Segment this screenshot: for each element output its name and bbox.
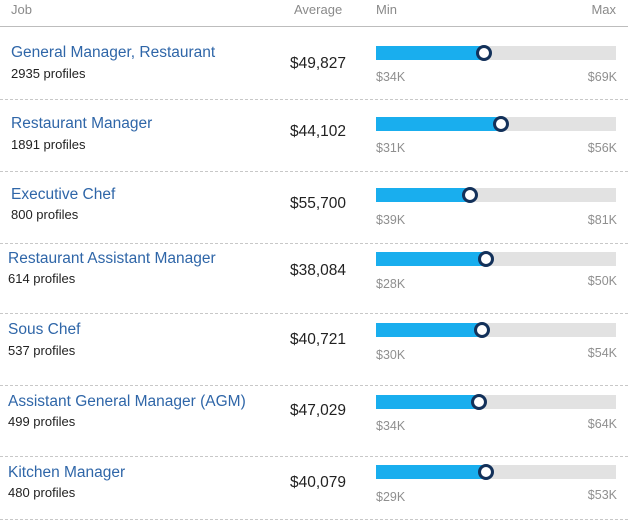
salary-range-bar [376, 45, 616, 61]
salary-range-bar [376, 116, 616, 132]
profile-count: 800 profiles [11, 207, 79, 222]
salary-range-fill [376, 188, 470, 202]
job-row: Sous Chef 537 profiles $40,721 $30K $54K [0, 313, 628, 386]
min-salary: $34K [376, 70, 406, 84]
max-salary: $64K [587, 417, 617, 431]
average-salary: $40,079 [290, 474, 347, 491]
profile-count: 499 profiles [8, 414, 76, 429]
average-salary: $49,827 [290, 55, 347, 72]
min-salary: $29K [376, 490, 406, 504]
salary-range-fill [376, 46, 484, 60]
salary-range-bar [376, 394, 616, 410]
salary-range-fill [376, 323, 482, 337]
salary-range-bar [376, 251, 616, 267]
job-title-link[interactable]: Restaurant Manager [11, 115, 153, 132]
profile-count: 614 profiles [8, 271, 76, 286]
salary-range-fill [376, 465, 487, 479]
max-salary: $81K [587, 213, 617, 227]
min-salary: $30K [376, 348, 406, 362]
max-salary: $53K [587, 488, 617, 502]
average-marker [461, 187, 478, 203]
average-marker [473, 322, 490, 338]
job-row: General Manager, Restaurant 2935 profile… [0, 27, 628, 100]
salary-range-fill [376, 252, 487, 266]
profile-count: 537 profiles [8, 343, 76, 358]
job-row: Executive Chef 800 profiles $55,700 $39K… [0, 171, 628, 244]
average-salary: $55,700 [290, 195, 347, 212]
salary-range-fill [376, 395, 480, 409]
average-salary: $44,102 [290, 123, 347, 140]
average-marker [478, 251, 495, 267]
profile-count: 2935 profiles [11, 66, 86, 81]
job-row: Restaurant Assistant Manager 614 profile… [0, 241, 628, 314]
min-salary: $34K [376, 419, 406, 433]
job-title-link[interactable]: General Manager, Restaurant [11, 44, 216, 61]
max-salary: $69K [587, 70, 617, 84]
column-header-job: Job [11, 2, 32, 17]
average-marker [492, 116, 509, 132]
job-row: Restaurant Manager 1891 profiles $44,102… [0, 99, 628, 172]
column-header-average: Average [294, 2, 343, 17]
salary-range-bar [376, 187, 616, 203]
average-salary: $40,721 [290, 331, 347, 348]
job-title-link[interactable]: Restaurant Assistant Manager [8, 250, 216, 267]
job-title-link[interactable]: Executive Chef [11, 186, 116, 203]
salary-range-fill [376, 117, 501, 131]
column-header-min: Min [376, 2, 397, 17]
job-title-link[interactable]: Kitchen Manager [8, 464, 126, 481]
salary-range-bar [376, 464, 616, 480]
max-salary: $56K [587, 141, 617, 155]
column-header-max: Max [591, 2, 616, 17]
average-marker [476, 45, 492, 61]
min-salary: $31K [376, 141, 406, 155]
average-salary: $47,029 [290, 402, 347, 419]
max-salary: $54K [587, 346, 617, 360]
table-header: Job Average Min Max [0, 0, 628, 27]
job-title-link[interactable]: Assistant General Manager (AGM) [8, 393, 246, 410]
job-row: Assistant General Manager (AGM) 499 prof… [0, 384, 628, 457]
profile-count: 1891 profiles [11, 137, 86, 152]
job-row: Kitchen Manager 480 profiles $40,079 $29… [0, 455, 628, 520]
job-title-link[interactable]: Sous Chef [8, 321, 81, 338]
min-salary: $39K [376, 213, 406, 227]
average-salary: $38,084 [290, 262, 347, 279]
profile-count: 480 profiles [8, 485, 76, 500]
min-salary: $28K [376, 277, 406, 291]
salary-range-bar [376, 322, 616, 338]
max-salary: $50K [587, 274, 617, 288]
average-marker [471, 394, 488, 410]
average-marker [478, 464, 495, 480]
